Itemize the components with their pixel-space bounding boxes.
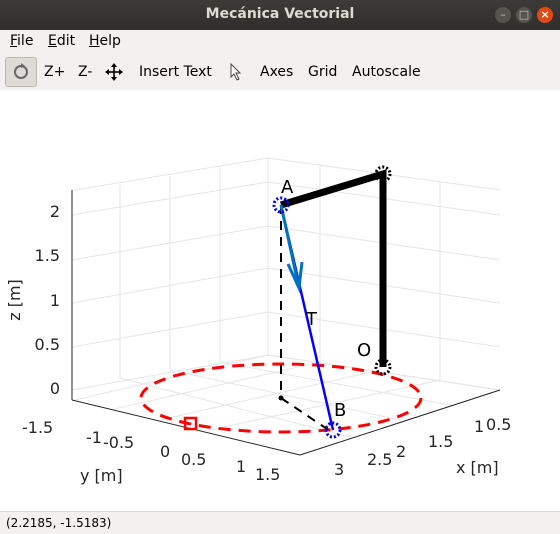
- point-o-label: O: [357, 340, 371, 361]
- cursor-coordinates: (2.2185, -1.5183): [6, 516, 112, 530]
- zoom-out-button[interactable]: Z-: [78, 64, 93, 80]
- z-tick: 0.5: [35, 335, 60, 354]
- y-tick: 0: [160, 442, 170, 461]
- zoom-in-button[interactable]: Z+: [44, 64, 66, 80]
- toolbar: Z+ Z- Insert Text Axes Grid Autoscale: [0, 52, 560, 91]
- x-tick-labels: 0.5 1 1.5 2 2.5 3: [334, 415, 511, 479]
- y-tick: -1: [86, 428, 102, 447]
- trajectory-circle: [139, 362, 423, 434]
- minimize-button[interactable]: –: [495, 7, 511, 23]
- axes-button[interactable]: Axes: [260, 64, 294, 80]
- window-title: Mecánica Vectorial: [205, 6, 355, 22]
- z-tick: 0: [50, 379, 60, 398]
- projection-origin: [278, 395, 284, 401]
- autoscale-button[interactable]: Autoscale: [352, 64, 421, 80]
- y-tick: 0.5: [181, 450, 206, 469]
- tension-arrowhead: [286, 261, 304, 294]
- x-tick: 1.5: [428, 432, 453, 451]
- plot-canvas[interactable]: 2 1.5 1 0.5 0 z [m] -1.5 -1 -0.5 0 0.5 1…: [0, 90, 560, 511]
- y-tick: -0.5: [103, 433, 134, 452]
- insert-text-button[interactable]: Insert Text: [139, 64, 212, 80]
- x-tick: 1: [474, 417, 484, 436]
- rotate-button[interactable]: [5, 57, 37, 87]
- menu-help[interactable]: Help: [89, 33, 121, 49]
- point-b-label: B: [334, 400, 346, 421]
- x-tick: 3: [334, 460, 344, 479]
- y-tick-labels: -1.5 -1 -0.5 0 0.5 1 1.5: [22, 418, 280, 484]
- menu-bar: File Edit Help: [0, 30, 560, 52]
- joint-top: [374, 165, 392, 183]
- x-tick: 0.5: [486, 415, 511, 434]
- menu-edit[interactable]: Edit: [48, 33, 76, 49]
- rotate-3d-icon: [14, 63, 28, 79]
- structure-frame: [279, 169, 387, 367]
- point-a-label: A: [281, 177, 294, 198]
- z-tick: 1.5: [35, 246, 60, 265]
- x-axis-label: x [m]: [456, 458, 499, 477]
- pan-arrows-icon[interactable]: [105, 63, 123, 81]
- title-bar: Mecánica Vectorial – □ ×: [0, 0, 560, 30]
- point-a-marker: [272, 196, 290, 214]
- maximize-button[interactable]: □: [516, 7, 532, 23]
- z-tick: 2: [50, 202, 60, 221]
- projection-horizontal: [280, 397, 331, 432]
- x-tick: 2: [396, 442, 406, 461]
- close-button[interactable]: ×: [537, 7, 553, 23]
- tension-label: T: [305, 309, 318, 330]
- circle-marker: [183, 416, 198, 431]
- z-tick: 1: [50, 291, 60, 310]
- x-tick: 2.5: [367, 450, 392, 469]
- z-axis-label: z [m]: [5, 279, 24, 321]
- y-tick: 1.5: [255, 465, 280, 484]
- cursor-arrow-icon[interactable]: [229, 63, 243, 81]
- grid-button[interactable]: Grid: [308, 64, 338, 80]
- tension-vector: [279, 204, 301, 289]
- y-tick: -1.5: [22, 418, 53, 437]
- y-tick: 1: [236, 457, 246, 476]
- point-b-marker: [324, 421, 342, 439]
- plot-area[interactable]: 2 1.5 1 0.5 0 z [m] -1.5 -1 -0.5 0 0.5 1…: [0, 90, 560, 511]
- status-bar: (2.2185, -1.5183): [0, 511, 560, 534]
- joint-o: [374, 358, 392, 376]
- menu-file[interactable]: File: [10, 33, 34, 49]
- y-axis-label: y [m]: [80, 466, 123, 485]
- z-tick-labels: 2 1.5 1 0.5 0: [35, 202, 60, 398]
